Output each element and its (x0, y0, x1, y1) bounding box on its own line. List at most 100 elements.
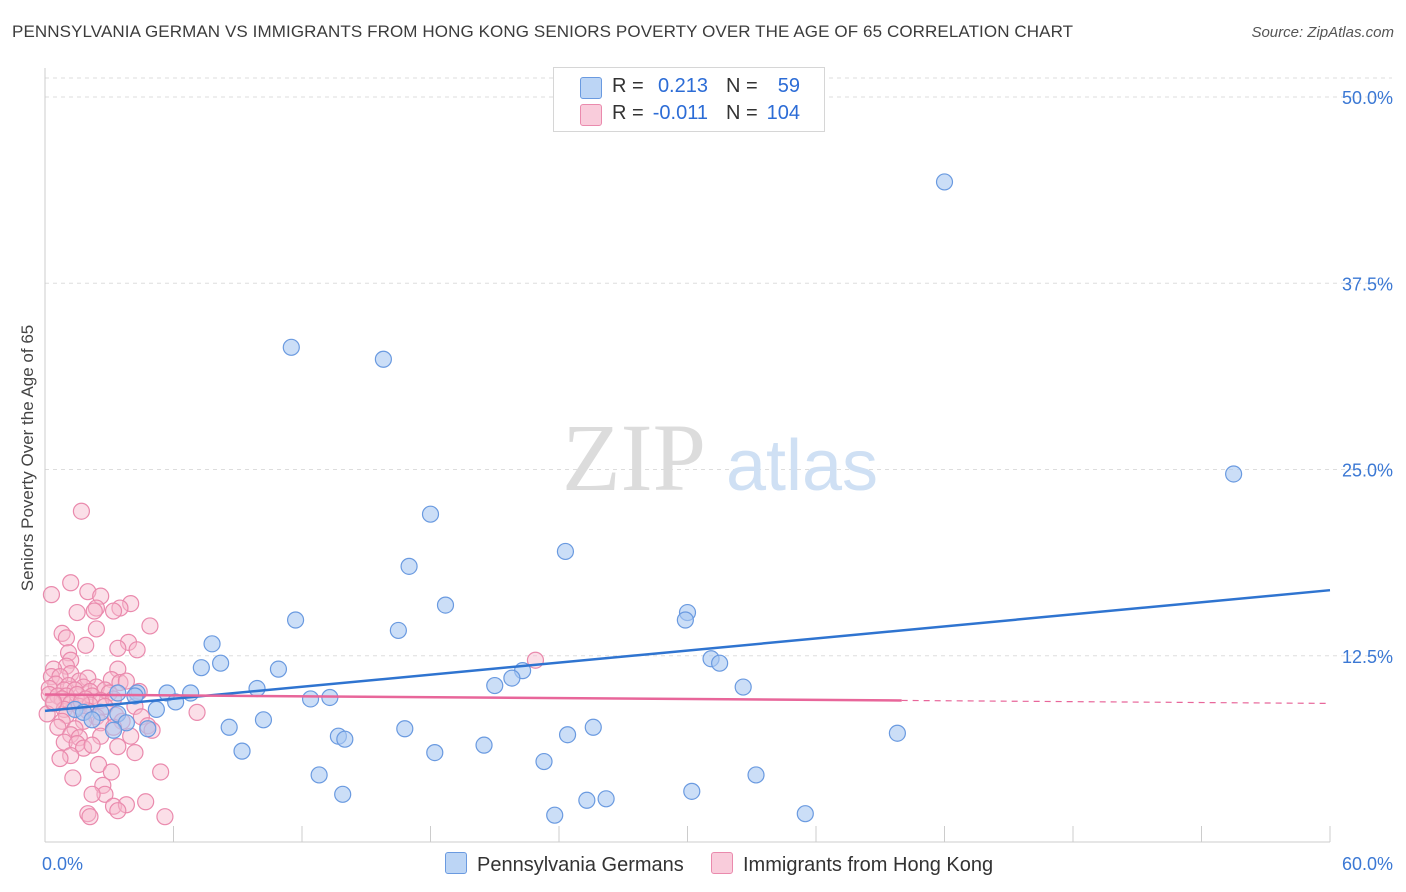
tick-labels: 12.5% 25.0% 37.5% 50.0% 0.0% 60.0% (42, 88, 1393, 874)
data-point-pennsylvania (1225, 465, 1243, 483)
watermark-zip: ZIP (562, 404, 706, 511)
data-point-pennsylvania (584, 718, 602, 736)
y-tick-label: 25.0% (1342, 461, 1393, 481)
legend-item-pennsylvania-germans: Pennsylvania Germans (445, 852, 684, 877)
data-point-pennsylvania (301, 690, 320, 708)
y-tick-label: 37.5% (1342, 274, 1393, 294)
data-point-hong-kong (49, 718, 67, 736)
data-point-hong-kong (152, 763, 170, 781)
data-point-pennsylvania (421, 505, 440, 523)
watermark: ZIP atlas (562, 404, 878, 511)
data-point-hong-kong (104, 602, 123, 620)
data-point-pennsylvania (286, 611, 305, 629)
grid-lines (45, 77, 1392, 657)
x-tick-label: 0.0% (42, 854, 83, 874)
trend-line-pennsylvania (44, 588, 1331, 713)
pink-swatch (580, 104, 602, 126)
data-point-pennsylvania (546, 806, 564, 824)
y-axis-label-wrap: Seniors Poverty Over the Age of 65 (16, 300, 40, 620)
data-point-hong-kong (109, 738, 127, 756)
data-point-hong-kong (128, 641, 146, 659)
data-point-pennsylvania (597, 790, 615, 808)
data-point-hong-kong (117, 796, 135, 814)
data-point-pennsylvania (336, 730, 354, 748)
data-point-pennsylvania (117, 714, 135, 732)
data-point-hong-kong (122, 594, 140, 613)
legend-label: Immigrants from Hong Kong (743, 854, 994, 876)
data-point-hong-kong (141, 617, 159, 635)
data-point-pennsylvania (400, 557, 418, 575)
x-tick-label: 60.0% (1342, 854, 1393, 874)
series-pennsylvania-points (66, 173, 1243, 824)
data-point-hong-kong (62, 746, 80, 765)
data-point-hong-kong (81, 808, 99, 826)
data-point-pennsylvania (334, 785, 352, 803)
data-point-pennsylvania (734, 678, 752, 696)
data-point-hong-kong (89, 755, 108, 774)
pink-swatch (711, 852, 733, 874)
data-point-pennsylvania (436, 596, 455, 614)
blue-swatch (445, 852, 467, 874)
data-point-pennsylvania (556, 542, 575, 561)
data-point-pennsylvania (426, 743, 444, 762)
data-point-hong-kong (117, 672, 135, 690)
data-point-pennsylvania (796, 805, 814, 823)
data-point-hong-kong (109, 802, 127, 820)
data-point-hong-kong (188, 703, 206, 721)
data-point-hong-kong (109, 660, 127, 678)
data-point-pennsylvania (203, 635, 221, 653)
legend-item-immigrants-hong-kong: Immigrants from Hong Kong (711, 852, 993, 877)
data-point-pennsylvania (192, 659, 210, 677)
data-point-hong-kong (68, 603, 86, 622)
data-point-pennsylvania (683, 782, 701, 800)
trend-line-hong-kong (44, 693, 902, 702)
legend-r-label: R = (612, 75, 644, 97)
data-point-hong-kong (85, 602, 103, 620)
data-point-pennsylvania (139, 720, 157, 738)
data-point-pennsylvania (248, 679, 266, 698)
data-point-hong-kong (83, 785, 101, 803)
series-hong-kong-points (38, 502, 545, 826)
legend-label: Pennsylvania Germans (477, 854, 684, 876)
stats-legend: R = 0.213 N = 59 R = -0.011 N = 104 (553, 67, 825, 132)
data-point-pennsylvania (109, 684, 127, 702)
data-point-hong-kong (64, 769, 82, 787)
legend-n-label: N = (726, 75, 758, 97)
data-point-hong-kong (44, 693, 63, 711)
legend-n-value: 59 (777, 75, 800, 97)
chart-title: PENNSYLVANIA GERMAN VS IMMIGRANTS FROM H… (12, 22, 1074, 41)
data-point-pennsylvania (220, 718, 238, 736)
y-tick-label: 12.5% (1342, 647, 1393, 667)
data-point-hong-kong (79, 805, 97, 823)
data-point-hong-kong (77, 636, 95, 654)
data-point-pennsylvania (212, 654, 230, 672)
data-point-hong-kong (62, 574, 80, 592)
data-point-pennsylvania (83, 711, 101, 729)
data-point-hong-kong (79, 583, 97, 601)
data-point-pennsylvania (310, 766, 328, 784)
data-point-pennsylvania (558, 726, 577, 744)
blue-swatch (580, 77, 602, 99)
axes (44, 68, 1331, 843)
data-point-pennsylvania (254, 711, 273, 729)
data-point-hong-kong (126, 743, 144, 762)
data-point-hong-kong (87, 599, 106, 617)
data-point-hong-kong (96, 785, 114, 803)
data-point-pennsylvania (104, 721, 123, 739)
source-label: Source: ZipAtlas.com (1251, 24, 1394, 41)
data-point-pennsylvania (747, 766, 765, 784)
data-point-pennsylvania (269, 660, 288, 678)
data-point-hong-kong (72, 502, 91, 520)
data-point-pennsylvania (389, 621, 407, 640)
watermark-atlas: atlas (726, 426, 878, 506)
data-point-hong-kong (57, 629, 76, 647)
data-point-pennsylvania (503, 669, 521, 687)
data-point-pennsylvania (711, 654, 729, 672)
legend-row-pennsylvania: R = 0.213 N = 59 (554, 75, 824, 101)
data-point-pennsylvania (147, 700, 165, 718)
trend-line-hong-kong-extension (901, 699, 1331, 705)
data-point-pennsylvania (578, 791, 596, 809)
data-point-pennsylvania (374, 350, 392, 368)
data-point-pennsylvania (475, 736, 493, 754)
data-point-pennsylvania (396, 720, 414, 738)
